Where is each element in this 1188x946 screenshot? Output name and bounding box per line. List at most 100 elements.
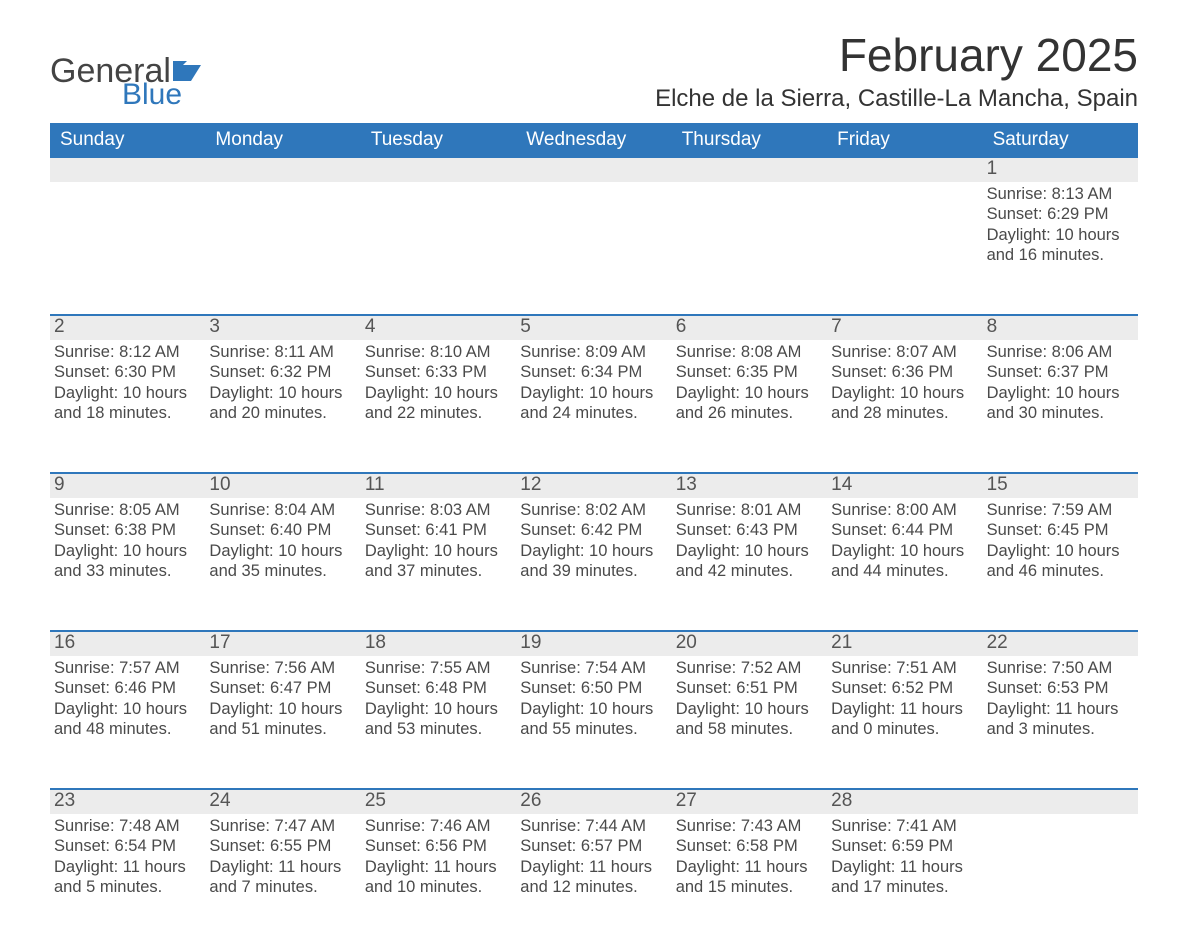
day-cell: Sunrise: 8:08 AMSunset: 6:35 PMDaylight:… <box>672 340 827 437</box>
week-row: Sunrise: 7:48 AMSunset: 6:54 PMDaylight:… <box>50 814 1138 946</box>
dow-cell: Tuesday <box>361 123 516 158</box>
day-number: 22 <box>983 632 1138 656</box>
sunset-line: Sunset: 6:59 PM <box>831 836 974 857</box>
day-cell: Sunrise: 7:47 AMSunset: 6:55 PMDaylight:… <box>205 814 360 911</box>
dow-cell: Sunday <box>50 123 205 158</box>
page: General Blue February 2025 Elche de la S… <box>0 0 1188 918</box>
sunrise-line: Sunrise: 8:07 AM <box>831 342 974 363</box>
sunrise-line: Sunrise: 7:41 AM <box>831 816 974 837</box>
sunset-line: Sunset: 6:29 PM <box>987 204 1130 225</box>
day-number: 12 <box>516 474 671 498</box>
day-cell: Sunrise: 7:50 AMSunset: 6:53 PMDaylight:… <box>983 656 1138 753</box>
daylight-line: Daylight: 10 hours and 20 minutes. <box>209 383 352 424</box>
daylight-line: Daylight: 10 hours and 18 minutes. <box>54 383 197 424</box>
daylight-line: Daylight: 10 hours and 53 minutes. <box>365 699 508 740</box>
sunrise-line: Sunrise: 8:01 AM <box>676 500 819 521</box>
sunset-line: Sunset: 6:55 PM <box>209 836 352 857</box>
sunset-line: Sunset: 6:51 PM <box>676 678 819 699</box>
title-block: February 2025 Elche de la Sierra, Castil… <box>655 30 1138 113</box>
day-body: Sunrise: 8:04 AMSunset: 6:40 PMDaylight:… <box>207 498 354 583</box>
day-cell: Sunrise: 7:59 AMSunset: 6:45 PMDaylight:… <box>983 498 1138 595</box>
day-cell: Sunrise: 7:55 AMSunset: 6:48 PMDaylight:… <box>361 656 516 753</box>
week-row: Sunrise: 8:12 AMSunset: 6:30 PMDaylight:… <box>50 340 1138 472</box>
day-cell: Sunrise: 8:04 AMSunset: 6:40 PMDaylight:… <box>205 498 360 595</box>
day-cell: Sunrise: 8:02 AMSunset: 6:42 PMDaylight:… <box>516 498 671 595</box>
sunset-line: Sunset: 6:40 PM <box>209 520 352 541</box>
day-number: 15 <box>983 474 1138 498</box>
daylight-line: Daylight: 11 hours and 5 minutes. <box>54 857 197 898</box>
sunset-line: Sunset: 6:47 PM <box>209 678 352 699</box>
day-body: Sunrise: 8:03 AMSunset: 6:41 PMDaylight:… <box>363 498 510 583</box>
sunrise-line: Sunrise: 7:54 AM <box>520 658 663 679</box>
week-row: Sunrise: 8:13 AMSunset: 6:29 PMDaylight:… <box>50 182 1138 314</box>
day-cell <box>983 814 1138 911</box>
sunset-line: Sunset: 6:56 PM <box>365 836 508 857</box>
sunrise-line: Sunrise: 8:08 AM <box>676 342 819 363</box>
sunset-line: Sunset: 6:50 PM <box>520 678 663 699</box>
sunset-line: Sunset: 6:42 PM <box>520 520 663 541</box>
daylight-line: Daylight: 10 hours and 51 minutes. <box>209 699 352 740</box>
day-cell <box>672 182 827 279</box>
sunrise-line: Sunrise: 8:04 AM <box>209 500 352 521</box>
day-cell: Sunrise: 8:09 AMSunset: 6:34 PMDaylight:… <box>516 340 671 437</box>
day-cell <box>361 182 516 279</box>
daylight-line: Daylight: 10 hours and 30 minutes. <box>987 383 1130 424</box>
day-body: Sunrise: 8:00 AMSunset: 6:44 PMDaylight:… <box>829 498 976 583</box>
daylight-line: Daylight: 10 hours and 55 minutes. <box>520 699 663 740</box>
daylight-line: Daylight: 10 hours and 24 minutes. <box>520 383 663 424</box>
daylight-line: Daylight: 10 hours and 28 minutes. <box>831 383 974 424</box>
calendar: SundayMondayTuesdayWednesdayThursdayFrid… <box>50 123 1138 946</box>
weeks-container: 1Sunrise: 8:13 AMSunset: 6:29 PMDaylight… <box>50 158 1138 946</box>
day-body: Sunrise: 8:13 AMSunset: 6:29 PMDaylight:… <box>985 182 1132 267</box>
sunset-line: Sunset: 6:34 PM <box>520 362 663 383</box>
daylight-line: Daylight: 11 hours and 12 minutes. <box>520 857 663 898</box>
daylight-line: Daylight: 11 hours and 17 minutes. <box>831 857 974 898</box>
day-body: Sunrise: 7:55 AMSunset: 6:48 PMDaylight:… <box>363 656 510 741</box>
daylight-line: Daylight: 10 hours and 33 minutes. <box>54 541 197 582</box>
day-number: 2 <box>50 316 205 340</box>
brand-logo: General Blue <box>50 30 207 108</box>
day-body: Sunrise: 8:01 AMSunset: 6:43 PMDaylight:… <box>674 498 821 583</box>
day-cell: Sunrise: 7:54 AMSunset: 6:50 PMDaylight:… <box>516 656 671 753</box>
sunset-line: Sunset: 6:48 PM <box>365 678 508 699</box>
day-cell: Sunrise: 7:44 AMSunset: 6:57 PMDaylight:… <box>516 814 671 911</box>
day-cell: Sunrise: 8:01 AMSunset: 6:43 PMDaylight:… <box>672 498 827 595</box>
week-daynum-bar: 16171819202122 <box>50 630 1138 656</box>
sunset-line: Sunset: 6:53 PM <box>987 678 1130 699</box>
daylight-line: Daylight: 11 hours and 15 minutes. <box>676 857 819 898</box>
sunset-line: Sunset: 6:45 PM <box>987 520 1130 541</box>
day-body: Sunrise: 7:54 AMSunset: 6:50 PMDaylight:… <box>518 656 665 741</box>
sunset-line: Sunset: 6:33 PM <box>365 362 508 383</box>
day-number: 26 <box>516 790 671 814</box>
day-cell: Sunrise: 8:00 AMSunset: 6:44 PMDaylight:… <box>827 498 982 595</box>
day-body: Sunrise: 7:56 AMSunset: 6:47 PMDaylight:… <box>207 656 354 741</box>
sunset-line: Sunset: 6:52 PM <box>831 678 974 699</box>
day-cell: Sunrise: 8:03 AMSunset: 6:41 PMDaylight:… <box>361 498 516 595</box>
sunrise-line: Sunrise: 7:56 AM <box>209 658 352 679</box>
day-number: 11 <box>361 474 516 498</box>
day-number <box>983 790 1138 814</box>
sunrise-line: Sunrise: 7:51 AM <box>831 658 974 679</box>
sunrise-line: Sunrise: 8:10 AM <box>365 342 508 363</box>
day-number: 7 <box>827 316 982 340</box>
sunrise-line: Sunrise: 7:57 AM <box>54 658 197 679</box>
sunset-line: Sunset: 6:41 PM <box>365 520 508 541</box>
dow-cell: Wednesday <box>516 123 671 158</box>
daylight-line: Daylight: 10 hours and 39 minutes. <box>520 541 663 582</box>
sunrise-line: Sunrise: 8:06 AM <box>987 342 1130 363</box>
day-body: Sunrise: 7:43 AMSunset: 6:58 PMDaylight:… <box>674 814 821 899</box>
daylight-line: Daylight: 10 hours and 58 minutes. <box>676 699 819 740</box>
days-of-week-header: SundayMondayTuesdayWednesdayThursdayFrid… <box>50 123 1138 158</box>
daylight-line: Daylight: 10 hours and 44 minutes. <box>831 541 974 582</box>
daylight-line: Daylight: 10 hours and 37 minutes. <box>365 541 508 582</box>
day-body: Sunrise: 8:05 AMSunset: 6:38 PMDaylight:… <box>52 498 199 583</box>
week-daynum-bar: 232425262728 <box>50 788 1138 814</box>
brand-word2: Blue <box>122 81 207 108</box>
dow-cell: Friday <box>827 123 982 158</box>
daylight-line: Daylight: 10 hours and 42 minutes. <box>676 541 819 582</box>
day-number: 1 <box>983 158 1138 182</box>
sunset-line: Sunset: 6:44 PM <box>831 520 974 541</box>
sunrise-line: Sunrise: 7:50 AM <box>987 658 1130 679</box>
sunrise-line: Sunrise: 8:13 AM <box>987 184 1130 205</box>
day-number: 9 <box>50 474 205 498</box>
